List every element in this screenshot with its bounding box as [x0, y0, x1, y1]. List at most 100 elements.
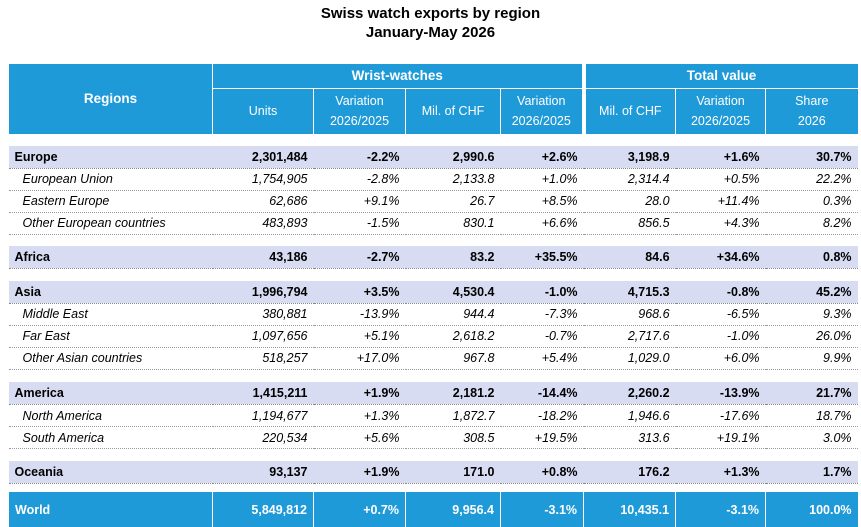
value-cell: +1.6% [675, 145, 766, 169]
value-cell: 18.7% [765, 404, 858, 427]
value-cell: +5.1% [313, 325, 406, 348]
subregion-row: North America 1,194,677 +1.3% 1,872.7 -18.2%… [8, 404, 858, 427]
region-name: Africa [8, 246, 213, 269]
subregion-row: Middle East 380,881 -13.9% 944.4 -7.3% 968.6-… [8, 303, 858, 326]
value-cell: 1,415,211 [212, 382, 314, 405]
value-cell: +5.6% [313, 426, 406, 449]
value-cell: +17.0% [313, 347, 406, 370]
value-cell: -1.0% [500, 280, 584, 304]
header-cell: Variation 2026/2025 [313, 88, 406, 134]
value-cell: -2.7% [313, 246, 406, 269]
value-cell: 1,996,794 [212, 280, 314, 304]
value-cell: +1.9% [313, 460, 406, 484]
value-cell: 2,181.2 [405, 382, 501, 405]
value-cell: 2,717.6 [583, 325, 676, 348]
subregion-row: South America 220,534 +5.6% 308.5 +19.5% 313.… [8, 426, 858, 449]
header-row: Units Variation 2026/2025 Mil. of CHF Variat… [9, 88, 858, 134]
value-cell: +1.9% [313, 382, 406, 405]
value-cell: -0.7% [500, 325, 584, 348]
spacer-cell [9, 234, 858, 246]
region-name: Oceania [8, 460, 213, 484]
region-name: Europe [8, 145, 213, 169]
value-cell: 0.8% [765, 246, 858, 269]
subregion-row: Other Asian countries 518,257 +17.0% 967.8 +… [8, 347, 858, 370]
value-cell: 45.2% [765, 280, 858, 304]
header-line: Mil. of CHF [599, 104, 662, 119]
value-cell: +6.0% [675, 347, 766, 370]
value-cell: 830.1 [405, 212, 501, 235]
region-name: America [8, 382, 213, 405]
spacer-cell [9, 369, 858, 382]
value-cell: 483,893 [212, 212, 314, 235]
value-cell: -2.8% [313, 168, 406, 191]
header-cell: Total value [581, 63, 858, 89]
header-cell: Variation 2026/2025 [499, 88, 584, 134]
total-row: World 5,849,812 +0.7% 9,956.4 -3.1% 10,435.1-… [8, 492, 858, 527]
value-cell: 84.6 [583, 246, 676, 269]
value-cell: 856.5 [583, 212, 676, 235]
header-cell: Mil. of CHF [581, 88, 676, 134]
region-name: South America [8, 426, 213, 449]
value-cell: -17.6% [675, 404, 766, 427]
header-line: 2026/2025 [690, 114, 751, 129]
value-cell: 21.7% [765, 382, 858, 405]
region-name: Far East [8, 325, 213, 348]
region-name: North America [8, 404, 213, 427]
header-cell: Mil. of CHF [405, 88, 501, 134]
value-cell: +19.1% [675, 426, 766, 449]
value-cell: 1,194,677 [212, 404, 314, 427]
value-cell: 0.3% [765, 190, 858, 213]
value-cell: 944.4 [405, 303, 501, 326]
spacer [9, 134, 858, 146]
value-cell: -7.3% [500, 303, 584, 326]
spacer-cell [9, 269, 858, 281]
value-cell: -13.9% [675, 382, 766, 405]
value-cell: +1.0% [500, 168, 584, 191]
value-cell: 2,133.8 [405, 168, 501, 191]
value-cell: +1.3% [675, 460, 766, 484]
value-cell: 1,872.7 [405, 404, 501, 427]
value-cell: 3.0% [765, 426, 858, 449]
region-row: America 1,415,211 +1.9% 2,181.2 -14.4% 2,260.… [8, 382, 858, 405]
title: Swiss watch exports by region [320, 5, 541, 22]
region-row: Europe 2,301,484 -2.2% 2,990.6 +2.6% 3,198.9 +… [8, 145, 858, 169]
value-cell: 28.0 [583, 190, 676, 213]
region-name: European Union [8, 168, 213, 191]
value-cell: +4.3% [675, 212, 766, 235]
value-cell: 2,301,484 [212, 145, 314, 169]
region-row: Africa 43,186 -2.7% 83.2 +35.5% 84.6 +34.6% 0.8… [8, 246, 858, 269]
value-cell: 10,435.1 [583, 492, 676, 527]
value-cell: 1,946.6 [583, 404, 676, 427]
region-row: Oceania 93,137 +1.9% 171.0 +0.8% 176.2 +1.3% 1.… [8, 460, 858, 484]
value-cell: 518,257 [212, 347, 314, 370]
header-line: Variation [696, 94, 745, 109]
value-cell: 9,956.4 [405, 492, 501, 527]
region-name: World [8, 492, 213, 527]
value-cell: 22.2% [765, 168, 858, 191]
value-cell: 1.7% [765, 460, 858, 484]
value-cell: +11.4% [675, 190, 766, 213]
region-row: Asia 1,996,794 +3.5% 4,530.4 -1.0% 4,715.3 -0.… [8, 280, 858, 304]
value-cell: 1,029.0 [583, 347, 676, 370]
spacer [9, 449, 858, 461]
subregion-row: Other European countries 483,893 -1.5% 830.… [8, 212, 858, 235]
spacer [9, 234, 858, 246]
value-cell: -0.8% [675, 280, 766, 304]
value-cell: 30.7% [765, 145, 858, 169]
subregion-row: European Union 1,754,905 -2.8% 2,133.8 +1.0%… [8, 168, 858, 191]
value-cell: 5,849,812 [212, 492, 314, 527]
value-cell: 1,754,905 [212, 168, 314, 191]
header-cell: Variation 2026/2025 [675, 88, 766, 134]
header-row: Regions Wrist-watches Total value [8, 63, 858, 134]
header-line: Variation [517, 94, 566, 109]
header-line: Share [795, 94, 829, 109]
value-cell: 93,137 [212, 460, 314, 484]
header-line: Variation [335, 94, 384, 109]
value-cell: +6.6% [500, 212, 584, 235]
value-cell: 8.2% [765, 212, 858, 235]
value-cell: 220,534 [212, 426, 314, 449]
header-cell: Units [212, 88, 314, 134]
value-cell: 308.5 [405, 426, 501, 449]
value-cell: +0.5% [675, 168, 766, 191]
